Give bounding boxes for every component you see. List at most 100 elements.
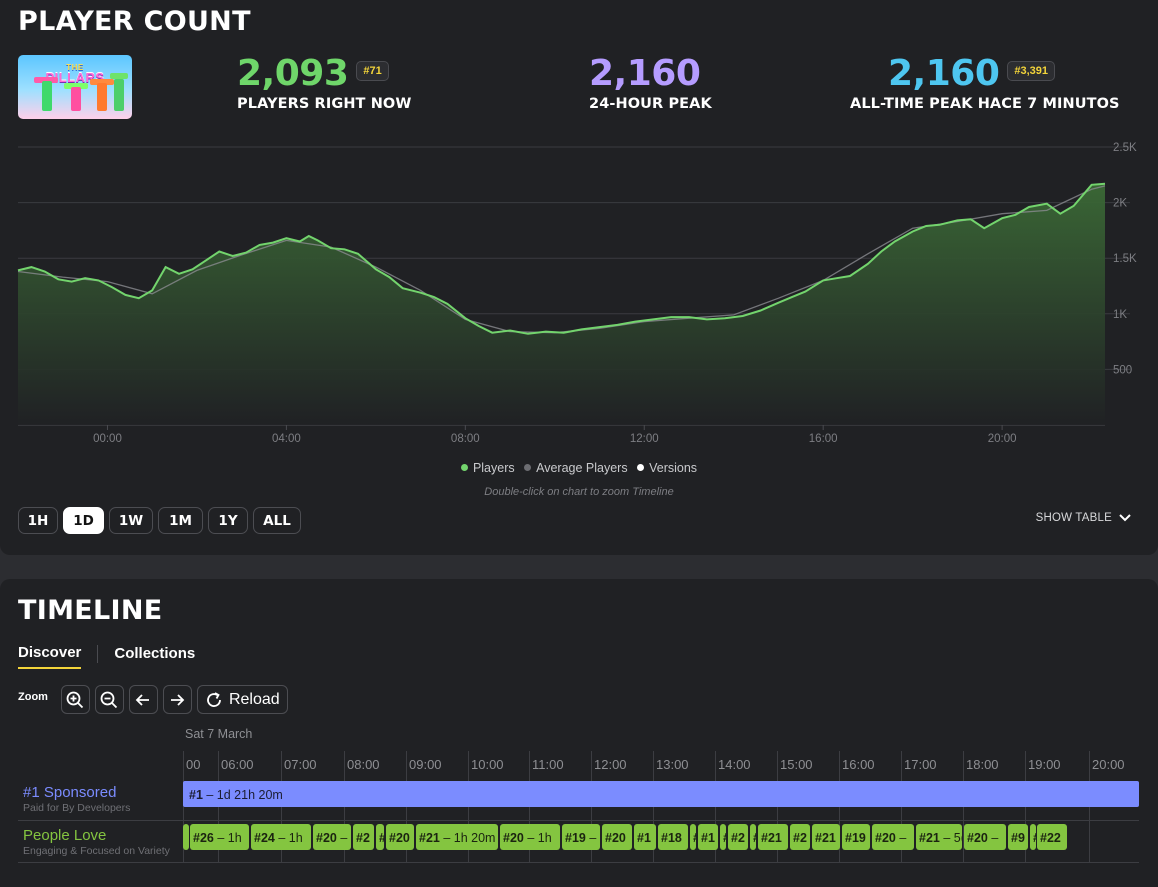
timeline-segment[interactable]: #20 [386,824,414,850]
hour-label: 12:00 [594,757,627,772]
player-count-panel: PLAYER COUNT THE PILLARS 2,093 #71 PLAYERS… [0,0,1158,555]
timeline-segment[interactable]: #21 [758,824,788,850]
timeline-segment[interactable]: #20 – 1h [500,824,560,850]
timeline-segment[interactable]: #20 – [313,824,351,850]
tab-discover[interactable]: Discover [18,644,82,669]
range-buttons: 1H 1D 1W 1M 1Y ALL [18,507,301,534]
range-1w-button[interactable]: 1W [109,507,153,534]
hour-gridline [529,751,530,863]
segment-rank: #21 [815,831,836,845]
segment-rank: #20 [316,831,337,845]
timeline-segment[interactable]: #19 [842,824,870,850]
hour-label: 08:00 [347,757,380,772]
hour-label: 00 [186,757,201,772]
timeline-segment[interactable]: #2 [353,824,374,850]
segment-rank: #20 [503,831,524,845]
all-time-rank-badge: #3,391 [1007,61,1056,81]
timeline-segment[interactable]: #21 [812,824,840,850]
segment-rank: # [1033,831,1036,845]
tab-divider [97,644,99,663]
zoom-controls: Zoom Reload [18,685,288,714]
timeline-segment[interactable]: # [1030,824,1036,850]
hour-label: 14:00 [718,757,751,772]
timeline-segment[interactable]: #20 [602,824,632,850]
segment-rank: #21 [919,831,940,845]
timeline-segment[interactable]: #2 [790,824,810,850]
reload-label: Reload [228,690,280,708]
y-tick-label: 500 [1113,364,1132,376]
y-tick-label: 2K [1113,198,1127,210]
timeline-grid[interactable]: Sat 7 March 00 06:00 07:00 08:00 09:00 10:00 1… [0,723,1158,873]
timeline-segment[interactable]: #20 – [872,824,914,850]
segment-rank: #19 [845,831,866,845]
chevron-down-icon [1119,514,1131,522]
timeline-segment[interactable]: # [376,824,384,850]
game-thumbnail[interactable]: THE PILLARS [18,55,132,119]
people-love-title: People Love [23,827,107,844]
sponsored-bar-duration: – 1d 21h 20m [202,788,283,802]
reload-icon [207,691,221,707]
hour-gridline [653,751,654,863]
zoom-in-button[interactable] [60,685,90,714]
range-1h-button[interactable]: 1H [18,507,58,534]
legend-average-players[interactable]: Average Players [524,461,628,475]
timeline-segment[interactable]: #24 – 1h [251,824,311,850]
x-tick-label: 04:00 [272,433,301,445]
scroll-left-button[interactable] [128,685,158,714]
timeline-segment[interactable]: #21 – 5( [916,824,962,850]
timeline-segment[interactable]: #1 [634,824,656,850]
segment-rank: # [379,831,384,845]
timeline-segment[interactable]: #21 – 1h 20m [416,824,498,850]
timeline-segment[interactable]: # [720,824,726,850]
hour-gridline [218,751,219,863]
hour-label: 06:00 [221,757,254,772]
timeline-segment[interactable] [183,824,189,850]
segment-rank: #2 [793,831,807,845]
timeline-segment[interactable]: #2 [728,824,748,850]
timeline-segment[interactable]: #19 – [562,824,600,850]
zoom-out-button[interactable] [94,685,124,714]
range-1y-button[interactable]: 1Y [208,507,248,534]
segment-rank: #26 [193,831,214,845]
range-1d-button[interactable]: 1D [63,507,104,534]
timeline-segment[interactable]: #20 – [964,824,1006,850]
show-table-toggle[interactable]: SHOW TABLE [1036,512,1132,524]
segment-rank: #1 [701,831,715,845]
legend-versions[interactable]: Versions [637,461,697,475]
peak-24h-label: 24-HOUR PEAK [589,96,712,112]
legend-players[interactable]: Players [460,461,515,475]
segment-duration: – 5( [943,831,962,845]
timeline-segment[interactable]: #18 [658,824,688,850]
timeline-segment[interactable]: #26 – 1h [190,824,249,850]
timeline-segment[interactable]: #9 [1008,824,1028,850]
segment-rank: #19 [565,831,586,845]
hour-label: 16:00 [842,757,875,772]
chart-legend: Players Average Players Versions [0,461,1158,475]
sponsored-bar[interactable]: #1 – 1d 21h 20m [183,781,1139,807]
tab-collections[interactable]: Collections [114,645,196,662]
segment-rank: #20 [875,831,896,845]
row-label-people-love[interactable]: People Love Engaging & Focused on Variet… [23,827,170,857]
hour-gridline [591,751,592,863]
hour-label: 20:00 [1092,757,1125,772]
reload-button[interactable]: Reload [196,685,288,714]
segment-rank: #1 [637,831,651,845]
peak-24h-value: 2,160 [589,53,701,94]
timeline-segment[interactable]: # [750,824,756,850]
sponsored-bar-rank: #1 [189,788,203,802]
timeline-segment[interactable]: #22 [1037,824,1067,850]
range-all-button[interactable]: ALL [253,507,301,534]
segment-rank: #2 [356,831,370,845]
timeline-segment[interactable]: #1 [698,824,718,850]
row-label-sponsored[interactable]: #1 Sponsored Paid for By Developers [23,784,130,814]
player-count-chart[interactable]: 500 1K 1.5K 2K 2.5K 00:00 04:00 08:00 12:00 16:0… [0,142,1158,462]
timeline-title: TIMELINE [18,595,163,626]
range-1m-button[interactable]: 1M [158,507,203,534]
players-area [18,183,1105,425]
section-title: PLAYER COUNT [18,6,251,37]
players-now-stat: 2,093 #71 PLAYERS RIGHT NOW [237,54,411,113]
segment-rank: #21 [419,831,440,845]
y-tick-label: 1K [1113,309,1127,321]
scroll-right-button[interactable] [162,685,192,714]
timeline-segment[interactable]: # [690,824,696,850]
